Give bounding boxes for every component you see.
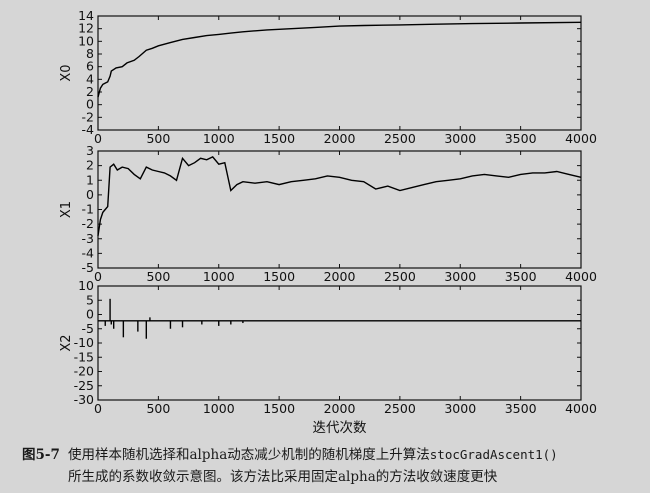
y-tick-label: 10 [78,33,94,48]
x-tick-label: 3000 [444,131,476,146]
y-tick-label: 10 [78,278,94,293]
y-tick-label: -20 [74,364,94,379]
x-tick-label: 4000 [565,131,597,146]
x-tick-label: 2000 [324,269,356,284]
caption-function-name: stocGradAscent1() [429,447,558,462]
x-tick-label: 2000 [324,401,356,416]
series-line [97,156,582,236]
y-tick-label: -5 [82,321,94,336]
y-axis-label: X2 [59,334,74,351]
x-tick-label: 3000 [444,269,476,284]
x-tick-label: 2500 [384,269,416,284]
y-tick-label: -15 [74,349,94,364]
x-tick-label: 3500 [505,131,537,146]
y-tick-label: 14 [78,8,94,23]
y-tick-label: -30 [74,392,94,407]
caption-figure-number: 图5-7 [22,447,60,463]
x-tick-label: 3500 [505,401,537,416]
y-tick-label: -3 [82,231,94,246]
x-tick-label: 1000 [203,401,235,416]
y-tick-label: 8 [86,46,94,61]
y-tick-label: 12 [78,21,94,36]
y-tick-label: 2 [86,84,94,99]
x-tick-label: 2000 [324,131,356,146]
x-tick-label: 500 [146,269,170,284]
x-tick-label: 1500 [263,269,295,284]
series-line [97,21,582,98]
y-tick-label: 0 [86,307,94,322]
y-tick-label: 0 [86,97,94,112]
x-tick-label: 500 [146,401,170,416]
y-tick-label: 1 [86,172,94,187]
x-axis-label: 迭代次数 [313,420,367,436]
y-axis-label: X0 [59,64,74,81]
y-tick-label: -1 [82,202,94,217]
y-tick-label: 4 [86,71,94,86]
y-tick-label: -4 [82,122,95,137]
x-tick-label: 0 [94,401,102,416]
y-tick-label: -2 [82,216,94,231]
caption-line1-text: 使用样本随机选择和alpha动态减少机制的随机梯度上升算法 [68,447,430,463]
caption-line2: 所生成的系数收敛示意图。该方法比采用固定alpha的方法收敛速度更快 [68,469,498,485]
x-tick-label: 2500 [384,401,416,416]
y-axis-label: X1 [59,201,74,218]
y-tick-label: -2 [82,109,94,124]
y-tick-label: -10 [74,335,94,350]
x-tick-label: 1500 [263,401,295,416]
x-tick-label: 0 [94,131,102,146]
y-tick-label: 3 [86,143,94,158]
x-tick-label: 4000 [565,269,597,284]
x-tick-label: 1000 [203,131,235,146]
y-tick-label: 0 [86,187,94,202]
x-tick-label: 1000 [203,269,235,284]
x-tick-label: 0 [94,269,102,284]
y-tick-label: 6 [86,59,94,74]
x-tick-label: 500 [146,131,170,146]
figure-caption: 图5-7 使用样本随机选择和alpha动态减少机制的随机梯度上升算法stocGra… [22,444,642,488]
y-tick-label: 2 [86,158,94,173]
y-tick-label: -25 [74,378,94,393]
plot-frame [97,150,582,269]
x-tick-label: 2500 [384,131,416,146]
plot-frame [97,15,582,131]
x-tick-label: 3500 [505,269,537,284]
x-tick-label: 1500 [263,131,295,146]
x-tick-label: 3000 [444,401,476,416]
y-tick-label: -4 [82,245,95,260]
x-tick-label: 4000 [565,401,597,416]
y-tick-label: -5 [82,260,94,275]
y-tick-label: 5 [86,292,94,307]
plot-frame [97,285,582,401]
